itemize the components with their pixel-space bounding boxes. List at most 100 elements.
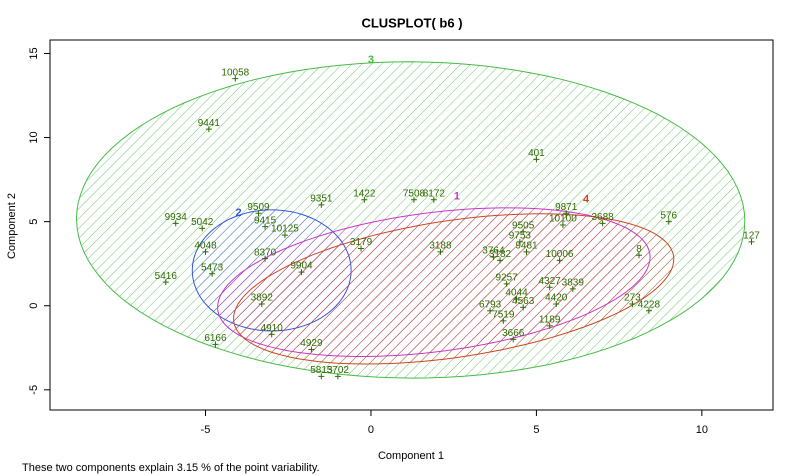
point-label: 127 — [743, 230, 760, 241]
point-marker — [497, 257, 504, 264]
point-label: 3666 — [502, 328, 525, 339]
point-label: 3188 — [429, 241, 452, 252]
point-label: 10125 — [271, 224, 299, 235]
point-marker — [361, 196, 368, 203]
x-tick-label: 10 — [696, 424, 708, 436]
chart-title: CLUSPLOT( b6 ) — [361, 15, 462, 30]
point-label: 9351 — [310, 193, 333, 204]
point-marker — [635, 252, 642, 259]
point-marker — [437, 248, 444, 255]
point-label: 9441 — [198, 118, 221, 129]
point-marker — [298, 269, 305, 276]
point-marker — [599, 220, 606, 227]
cluster-ellipse — [233, 213, 675, 365]
y-tick-label: 0 — [28, 303, 40, 309]
y-tick-label: 15 — [28, 47, 40, 59]
point-label: 6166 — [204, 333, 227, 344]
point-label: 3892 — [251, 293, 274, 304]
point-marker — [205, 126, 212, 133]
y-tick-label: 10 — [28, 131, 40, 143]
x-tick-label: 0 — [368, 424, 374, 436]
point-label: 3764 — [482, 246, 505, 257]
point-label: 9509 — [247, 202, 270, 213]
point-label: 5813 — [310, 365, 333, 376]
footnote: These two components explain 3.15 % of t… — [22, 462, 320, 474]
point-marker — [358, 245, 365, 252]
point-marker — [262, 223, 269, 230]
point-marker — [318, 373, 325, 380]
point-label: 4910 — [261, 323, 284, 334]
point-marker — [556, 257, 563, 264]
point-label: 8 — [636, 244, 642, 255]
point-marker — [546, 284, 553, 291]
cluster-label: 1 — [454, 190, 460, 202]
point-label: 3182 — [489, 249, 512, 260]
point-marker — [334, 373, 341, 380]
point-marker — [503, 280, 510, 287]
plot-frame — [49, 39, 774, 411]
point-marker — [487, 307, 494, 314]
point-label: 4327 — [539, 276, 562, 287]
point-label: 9257 — [496, 273, 519, 284]
point-marker — [209, 270, 216, 277]
point-label: 1189 — [539, 315, 561, 326]
x-tick-label: 5 — [533, 424, 539, 436]
point-marker — [162, 279, 169, 286]
point-marker — [559, 222, 566, 228]
point-marker — [563, 210, 570, 217]
point-label: 5042 — [191, 217, 214, 228]
point-marker — [255, 210, 262, 217]
point-label: 4048 — [194, 241, 217, 252]
point-marker — [645, 307, 652, 314]
x-axis-label: Component 1 — [378, 450, 444, 462]
point-label: 10006 — [546, 249, 574, 260]
point-marker — [665, 218, 672, 225]
cluster-label: 4 — [583, 194, 590, 206]
point-marker — [523, 248, 530, 255]
y-tick-label: -5 — [28, 385, 40, 395]
point-marker — [513, 296, 520, 302]
point-marker — [262, 255, 269, 262]
point-marker — [281, 232, 288, 239]
point-marker — [318, 201, 325, 208]
point-label: 4228 — [638, 299, 661, 310]
point-label: 10058 — [221, 67, 249, 78]
point-marker — [232, 75, 239, 82]
point-label: 9505 — [512, 220, 535, 231]
point-marker — [748, 238, 755, 245]
point-marker — [258, 301, 265, 308]
point-label: 5473 — [201, 262, 224, 273]
point-marker — [172, 220, 179, 227]
y-axis-label: Component 2 — [6, 193, 18, 259]
point-label: 3688 — [591, 212, 614, 223]
point-marker — [553, 301, 560, 308]
point-label: 273 — [624, 293, 641, 304]
point-marker — [629, 301, 636, 308]
point-label: 401 — [528, 148, 545, 159]
point-label: 9415 — [254, 215, 277, 226]
y-tick-label: 5 — [28, 219, 40, 225]
point-label: 8172 — [423, 188, 446, 199]
point-label: 8370 — [254, 247, 277, 258]
point-label: 9904 — [290, 261, 313, 272]
point-label: 5416 — [155, 271, 178, 282]
point-label: 9934 — [165, 212, 188, 223]
point-label: 3179 — [350, 237, 373, 248]
point-marker — [546, 322, 553, 329]
point-label: 4929 — [300, 338, 323, 349]
point-label: 7519 — [492, 310, 515, 321]
point-label: 576 — [660, 210, 677, 221]
point-marker — [199, 225, 206, 232]
cluster-label: 2 — [236, 207, 242, 219]
point-label: 5702 — [327, 365, 350, 376]
point-label: 1422 — [353, 188, 376, 199]
point-marker — [430, 196, 437, 203]
point-marker — [490, 253, 497, 260]
point-label: 9481 — [515, 241, 538, 252]
point-marker — [520, 304, 527, 311]
point-label: 4563 — [512, 296, 535, 307]
point-marker — [510, 336, 517, 343]
point-label: 6793 — [479, 299, 502, 310]
point-marker — [268, 331, 275, 338]
